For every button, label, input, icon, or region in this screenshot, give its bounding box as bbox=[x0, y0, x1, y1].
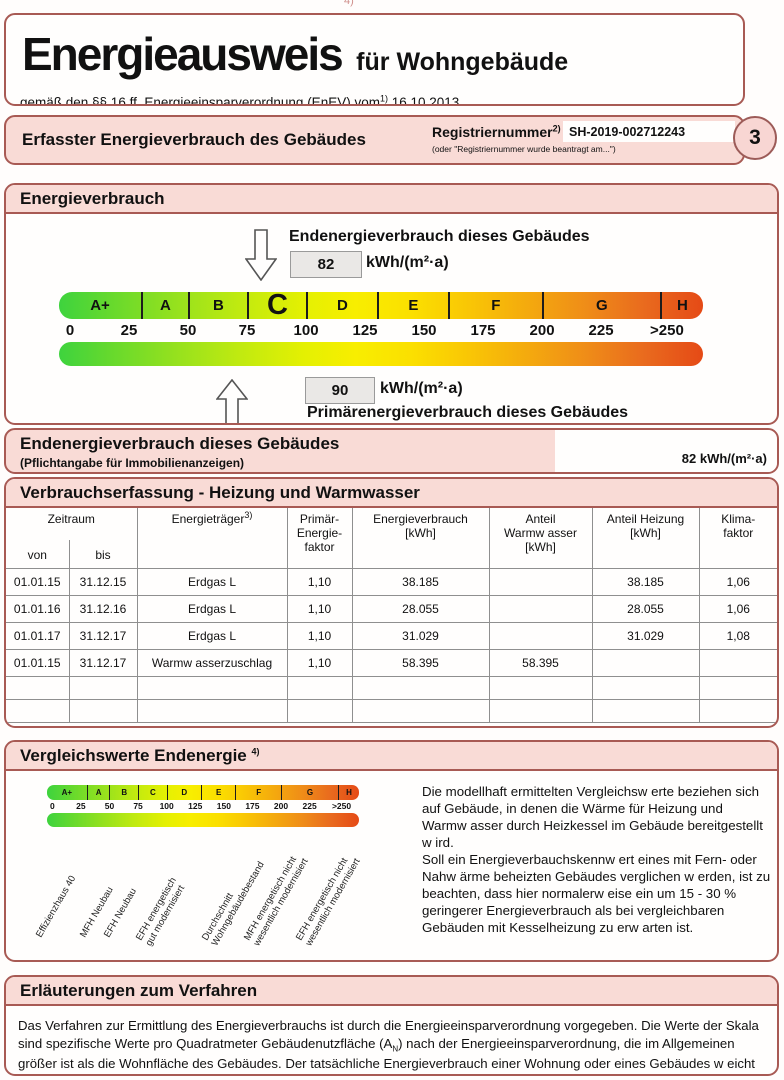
table-row: 01.01.15 31.12.15 Erdgas L 1,10 38.185 38.… bbox=[6, 568, 777, 596]
col-header-verbrauch: Energieverbrauch [kWh] bbox=[352, 508, 490, 569]
table-row: 01.01.16 31.12.16 Erdgas L 1,10 28.055 28.… bbox=[6, 595, 777, 623]
mandatory-disclosure-panel: Endenergieverbrauch dieses Gebäudes (Pfl… bbox=[4, 428, 779, 474]
page-title: Energieausweis bbox=[22, 28, 344, 80]
registration-number-note: (oder "Registriernummer wurde beantragt … bbox=[432, 144, 616, 154]
comparison-scale: A+ A B C D E F G H 0 25 50 75 100 125 15… bbox=[47, 785, 359, 829]
table-row bbox=[6, 676, 777, 700]
comparison-label: EFH energetisch gut modernisiert bbox=[134, 875, 188, 949]
class-band: A+ A B C D E F G H bbox=[59, 289, 703, 321]
consumption-table-panel: Verbrauchserfassung - Heizung und Warmwa… bbox=[4, 477, 779, 728]
arrow-down-icon bbox=[245, 229, 277, 281]
class-segment: A bbox=[140, 292, 188, 319]
section-title: Verbrauchserfassung - Heizung und Warmwa… bbox=[20, 483, 420, 502]
scale-ticks: 0 25 50 75 100 125 150 175 200 225 >250 bbox=[49, 801, 352, 811]
table-row bbox=[6, 699, 777, 723]
registration-number-value: SH-2019-002712243 bbox=[569, 124, 686, 139]
end-energy-display-value: 82 kWh/(m²·a) bbox=[681, 451, 767, 466]
gradient-band bbox=[47, 813, 359, 827]
page-corner-mark: 4) bbox=[344, 0, 354, 7]
class-segment: F bbox=[447, 292, 542, 319]
class-segment: A+ bbox=[90, 297, 110, 314]
section-title: Vergleichswerte Endenergie 4) bbox=[20, 746, 260, 765]
end-energy-unit: kWh/(m²·a) bbox=[366, 254, 449, 271]
col-header-von: von bbox=[6, 540, 70, 569]
class-segment: D bbox=[305, 292, 377, 319]
class-segment: B bbox=[187, 292, 247, 319]
class-segment: E bbox=[376, 292, 448, 319]
section-title: Endenergieverbrauch dieses Gebäudes bbox=[20, 434, 340, 453]
comparison-paragraph-2: Soll ein Energieverbauchskennw ert eines… bbox=[422, 852, 771, 935]
page-title-suffix: für Wohngebäude bbox=[356, 48, 569, 76]
section-title: Erläuterungen zum Verfahren bbox=[20, 981, 258, 1000]
law-reference: gemäß den §§ 16 ff. Energieeinsparverord… bbox=[20, 93, 460, 106]
class-segment-current: C bbox=[246, 289, 306, 321]
registration-number-field: SH-2019-002712243 bbox=[563, 121, 735, 142]
energy-consumption-panel: Energieverbrauch Endenergieverbrauch die… bbox=[4, 183, 779, 425]
col-header-heizung: Anteil Heizung [kWh] bbox=[592, 508, 700, 569]
footnote-4: 4) bbox=[251, 746, 260, 757]
primary-energy-label: Primärenergieverbrauch dieses Gebäudes bbox=[307, 404, 629, 421]
comparison-values-panel: Vergleichswerte Endenergie 4) A+ A B C D… bbox=[4, 740, 779, 962]
comparison-label: Effizienzhaus 40 bbox=[34, 873, 79, 940]
explanation-paragraph: Das Verfahren zur Ermittlung des Energie… bbox=[18, 1018, 759, 1072]
end-energy-display-box: 82 kWh/(m²·a) bbox=[555, 430, 777, 472]
title-panel: Energieausweis für Wohngebäude gemäß den… bbox=[4, 13, 745, 106]
class-segment: G bbox=[541, 292, 660, 319]
col-header-warmwasser: Anteil Warmw asser [kWh] bbox=[489, 508, 593, 569]
section-title: Erfasster Energieverbrauch des Gebäudes bbox=[22, 130, 366, 149]
col-header-energietraeger: Energieträger3) bbox=[137, 508, 288, 569]
section-subtitle: (Pflichtangabe für Immobilienanzeigen) bbox=[20, 456, 245, 470]
col-header-bis: bis bbox=[69, 540, 138, 569]
footnote-3: 3) bbox=[244, 510, 253, 520]
primary-energy-unit: kWh/(m²·a) bbox=[380, 380, 463, 397]
page-number-badge: 3 bbox=[733, 116, 777, 160]
gradient-band bbox=[59, 342, 703, 366]
end-energy-label: Endenergieverbrauch dieses Gebäudes bbox=[289, 228, 590, 245]
subscript-n: N bbox=[392, 1045, 399, 1055]
table-row: 01.01.15 31.12.17 Warmw asserzuschlag 1,10… bbox=[6, 649, 777, 677]
footnote-1: 1) bbox=[379, 93, 388, 104]
table-row: 01.01.17 31.12.17 Erdgas L 1,10 31.029 31.… bbox=[6, 622, 777, 650]
footnote-2: 2) bbox=[552, 123, 561, 134]
primary-energy-value-box: 90 bbox=[305, 377, 375, 404]
energy-class-scale: A+ A B C D E F G H 0 25 50 75 100 125 15… bbox=[59, 289, 703, 366]
scale-ticks: 0 25 50 75 100 125 150 175 200 225 >250 bbox=[65, 322, 684, 339]
arrow-up-icon bbox=[216, 379, 248, 423]
col-header-zeitraum: Zeitraum bbox=[6, 508, 138, 540]
consumption-table: Zeitraum Energieträger3) Primär- Energie… bbox=[6, 508, 777, 723]
col-header-klima: Klima- faktor bbox=[699, 508, 777, 569]
class-segment: H bbox=[659, 292, 703, 319]
recorded-consumption-panel: Erfasster Energieverbrauch des Gebäudes … bbox=[4, 115, 745, 165]
section-title: Energieverbrauch bbox=[20, 189, 165, 208]
explanations-panel: Erläuterungen zum Verfahren Das Verfahre… bbox=[4, 975, 779, 1076]
title-line: Energieausweis für Wohngebäude bbox=[22, 27, 568, 81]
end-energy-value-box: 82 bbox=[290, 251, 362, 278]
comparison-paragraph-1: Die modellhaft ermittelten Vergleichsw e… bbox=[422, 784, 763, 850]
registration-number-label: Registriernummer2) bbox=[432, 123, 561, 140]
col-header-pef: Primär- Energie- faktor bbox=[287, 508, 353, 569]
class-band: A+ A B C D E F G H bbox=[47, 785, 359, 800]
